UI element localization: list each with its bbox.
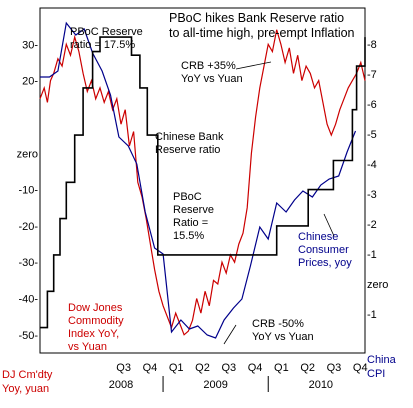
- right-tick-label: -6: [367, 99, 377, 111]
- right-tick-label: -7: [367, 69, 377, 81]
- left-tick-label: 20-: [22, 76, 38, 88]
- left-tick-label: -10-: [18, 185, 38, 197]
- x-quarter-label: Q1: [169, 362, 184, 374]
- annotation-line: Reserve ratio: [155, 144, 220, 156]
- left-tick-label: -30-: [18, 257, 38, 269]
- right-axis-label: China CPI: [367, 354, 397, 380]
- x-quarter-label: Q3: [327, 362, 342, 374]
- right-tick-label: -8: [367, 39, 377, 51]
- left-tick-label: -50-: [18, 330, 38, 342]
- x-quarter-label: Q4: [143, 362, 158, 374]
- annotation-line: Reserve: [173, 204, 214, 216]
- annotation-line: PBoC Reserve: [70, 26, 143, 38]
- pointer-crb-minus-50: [223, 324, 237, 345]
- reserve-ratio-step-line: [40, 36, 366, 329]
- x-quarter-label: Q4: [248, 362, 263, 374]
- x-quarter-label: Q3: [116, 362, 131, 374]
- right-tick-label: -1: [367, 249, 377, 261]
- pointer-cpi: [323, 213, 335, 237]
- x-quarter-label: Q4: [353, 362, 368, 374]
- annotation-line: Ratio =: [173, 217, 208, 229]
- x-quarter-label: Q2: [300, 362, 315, 374]
- right-tick-label: -4: [367, 159, 377, 171]
- right-tick-label: -2: [367, 219, 377, 231]
- annotation-line: Chinese: [298, 231, 338, 243]
- x-quarter-label: Q2: [195, 362, 210, 374]
- annotation-line: Commodity: [68, 315, 124, 327]
- annotation-line: YoY vs Yuan: [181, 73, 243, 85]
- left-tick-label: -20-: [18, 221, 38, 233]
- annotation-crb-plus-35: CRB +35%YoY vs Yuan: [181, 60, 243, 85]
- annotation-line: CRB +35%: [181, 60, 236, 72]
- annotation-line: vs Yuan: [68, 341, 107, 353]
- left-tick-label: 30-: [22, 39, 38, 51]
- annotation-line: Prices, yoy: [298, 257, 352, 269]
- chart-title-line: to all-time high, pre-empt Inflation: [169, 26, 355, 40]
- annotation-crb-minus-50: CRB -50%YoY vs Yuan: [252, 318, 314, 343]
- chart-title-line: PBoC hikes Bank Reserve ratio: [169, 11, 344, 25]
- annotation-line: 15.5%: [173, 230, 204, 242]
- annotation-line: Dow Jones: [68, 302, 123, 314]
- right-tick-label: -1: [367, 309, 377, 321]
- annotation-line: Consumer: [298, 244, 349, 256]
- axis-label-line: Yoy, yuan: [2, 383, 49, 395]
- x-quarter-label: Q1: [274, 362, 289, 374]
- axis-label-line: China: [367, 354, 397, 366]
- x-year-label: 2009: [203, 379, 227, 391]
- annotation-line: YoY vs Yuan: [252, 331, 314, 343]
- annotation-line: Index YoY,: [68, 328, 119, 340]
- annotation-line: PBoC: [173, 191, 202, 203]
- plot-frame: [39, 7, 366, 354]
- left-tick-label: zero: [17, 148, 38, 160]
- commodity-line: [39, 29, 366, 336]
- left-axis-label: DJ Cm'dty Yoy, yuan: [2, 369, 53, 395]
- right-tick-label: zero: [367, 279, 388, 291]
- right-tick-label: -5: [367, 129, 377, 141]
- left-tick-label: -40-: [18, 294, 38, 306]
- annotation-line: CRB -50%: [252, 318, 304, 330]
- annotation-line: Chinese Bank: [155, 131, 224, 143]
- x-year-label: 2008: [109, 379, 133, 391]
- axis-label-line: DJ Cm'dty: [2, 369, 53, 381]
- x-year-label: 2010: [309, 379, 333, 391]
- right-tick-label: -3: [367, 189, 377, 201]
- pointer-crb-plus-35: [235, 61, 272, 70]
- x-quarter-label: Q3: [221, 362, 236, 374]
- axis-label-line: CPI: [367, 368, 385, 380]
- annotation-line: ratio = 17.5%: [70, 39, 135, 51]
